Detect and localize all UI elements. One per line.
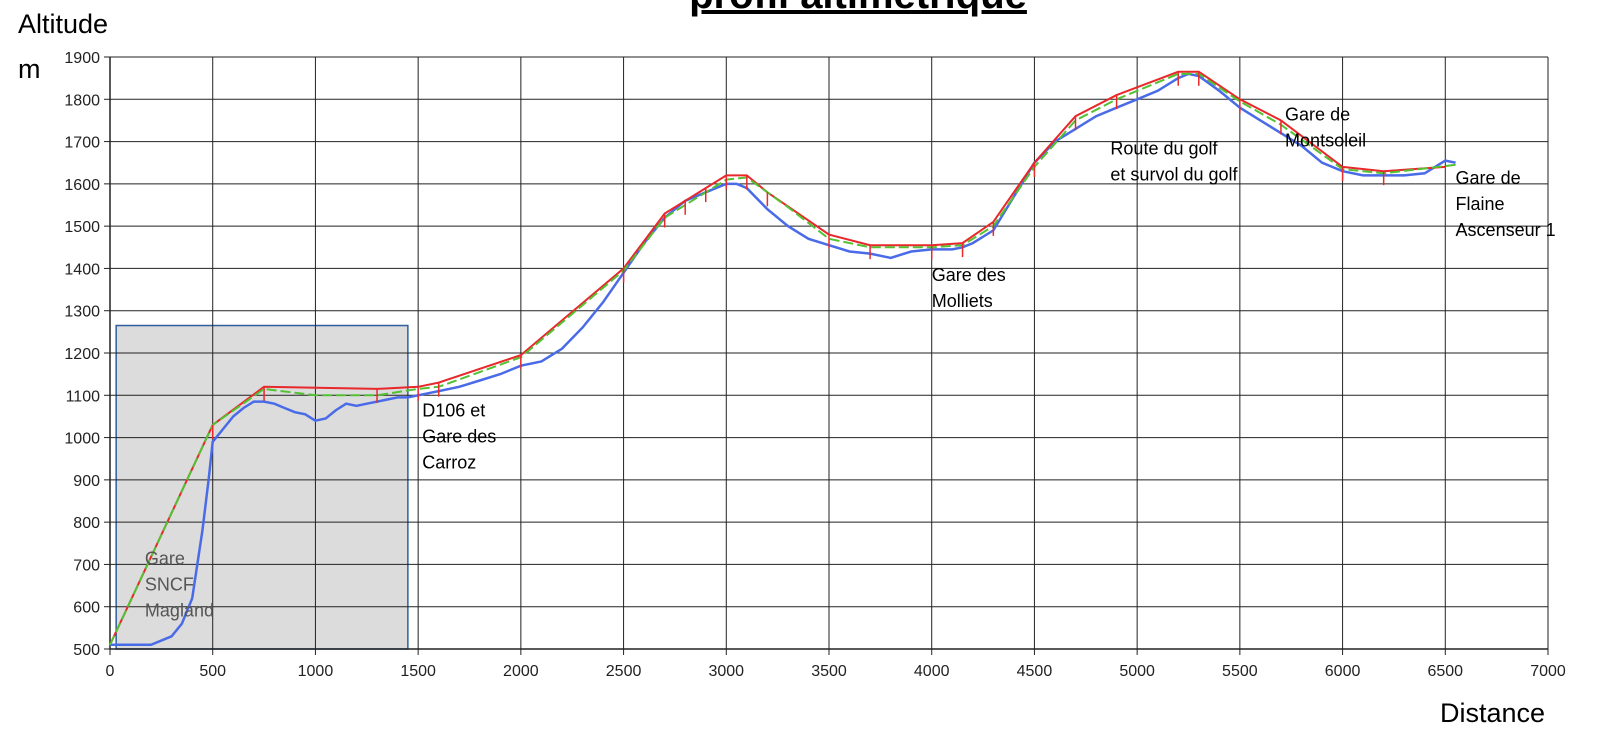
- y-tick-label: 1200: [64, 346, 100, 363]
- x-tick-label: 3000: [708, 663, 744, 680]
- y-tick-label: 600: [73, 600, 100, 617]
- annotation-layer: Gare SNCF Magland D106 et Gare des Carroz Gare…: [145, 104, 1556, 620]
- grid-layer: [104, 56, 1549, 655]
- y-tick-label: 700: [73, 557, 100, 574]
- annotation-line: Gare de: [1456, 168, 1521, 188]
- annotation-line: Route du golf: [1110, 138, 1218, 158]
- annotation-line: Flaine: [1456, 194, 1505, 214]
- x-tick-label: 1500: [400, 663, 436, 680]
- annotation-line: Ascenseur 1: [1456, 220, 1556, 240]
- annotation: Gare de Flaine Ascenseur 1: [1456, 168, 1556, 240]
- y-tick-label: 1500: [64, 219, 100, 236]
- chart-title: profil altimétrique: [689, 0, 1027, 17]
- y-tick-label: 900: [73, 473, 100, 490]
- y-tick-label: 1600: [64, 177, 100, 194]
- annotation-line: Gare des: [422, 426, 496, 446]
- marker-layer: [211, 71, 1385, 439]
- tick-label-layer: 0 500 1000 1500 2000 2500 3000 3500 4000 4500 5000…: [64, 50, 1565, 680]
- x-axis-title: Distance: [1440, 698, 1545, 728]
- x-tick-label: 500: [199, 663, 226, 680]
- x-tick-label: 5500: [1222, 663, 1258, 680]
- x-tick-label: 2000: [503, 663, 539, 680]
- annotation-line: et survol du golf: [1110, 164, 1238, 184]
- series-line: [109, 72, 1456, 646]
- series-line: [110, 72, 1456, 647]
- annotation-line: D106 et: [422, 400, 485, 420]
- annotation-line: Gare de: [1285, 104, 1350, 124]
- annotation-line: Gare: [145, 548, 185, 568]
- y-tick-label: 1400: [64, 261, 100, 278]
- x-tick-label: 4000: [914, 663, 950, 680]
- y-tick-label: 1000: [64, 431, 100, 448]
- x-tick-label: 7000: [1530, 663, 1566, 680]
- annotation: D106 et Gare des Carroz: [422, 400, 496, 472]
- annotation-line: Carroz: [422, 452, 476, 472]
- annotation-line: Magland: [145, 600, 214, 620]
- y-tick-label: 800: [73, 515, 100, 532]
- y-tick-label: 500: [73, 642, 100, 659]
- annotation-line: SNCF: [145, 574, 194, 594]
- highlight-region: [115, 324, 409, 650]
- x-tick-label: 2500: [606, 663, 642, 680]
- y-axis-unit: m: [18, 54, 41, 84]
- x-tick-label: 6500: [1427, 663, 1463, 680]
- annotation: Gare SNCF Magland: [145, 548, 214, 620]
- annotation: Gare des Molliets: [932, 265, 1006, 311]
- x-tick-label: 0: [106, 663, 115, 680]
- x-tick-label: 6000: [1325, 663, 1361, 680]
- y-tick-label: 1300: [64, 304, 100, 321]
- annotation-line: Gare des: [932, 265, 1006, 285]
- annotation-line: Montsoleil: [1285, 130, 1366, 150]
- x-tick-label: 3500: [811, 663, 847, 680]
- annotation: Gare de Montsoleil: [1285, 104, 1366, 150]
- x-tick-label: 1000: [298, 663, 334, 680]
- y-axis-title: Altitude: [18, 9, 108, 39]
- y-tick-label: 1800: [64, 92, 100, 109]
- x-tick-label: 4500: [1017, 663, 1053, 680]
- y-tick-label: 1900: [64, 50, 100, 67]
- annotation: Route du golf et survol du golf: [1110, 138, 1238, 184]
- y-tick-label: 1700: [64, 135, 100, 152]
- y-tick-label: 1100: [66, 388, 101, 405]
- x-tick-label: 5000: [1119, 663, 1155, 680]
- highlight-region-layer: [115, 324, 409, 650]
- annotation-line: Molliets: [932, 291, 993, 311]
